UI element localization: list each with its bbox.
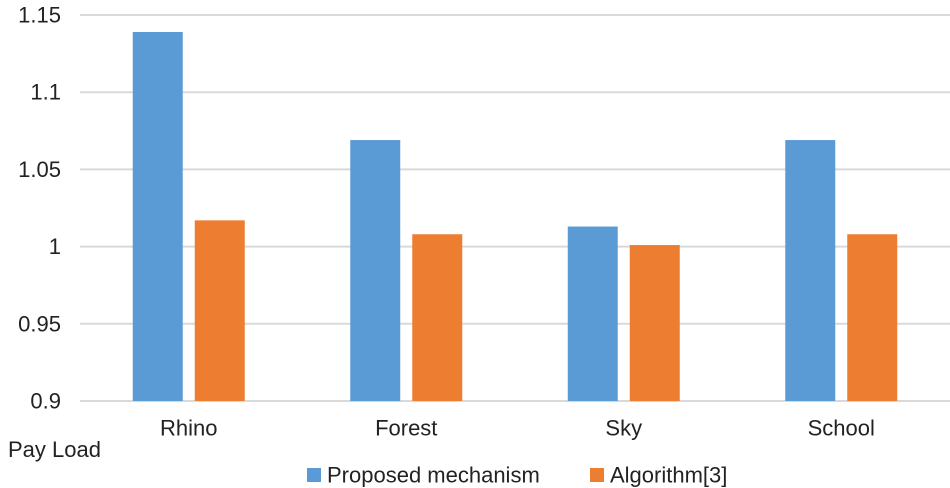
bar-rhino-series-1 [132,31,183,401]
bar-forest-series-2 [412,234,463,401]
y-tick-label: 1.05 [18,157,61,182]
bar-sky-series-2 [629,245,680,401]
x-category-label: Rhino [160,416,217,441]
bars [132,31,898,401]
x-axis-title: Pay Load [8,437,101,462]
legend-swatch [590,468,604,482]
bar-rhino-series-2 [194,220,245,401]
y-tick-label: 1.1 [30,80,61,105]
y-tick-label: 1.15 [18,3,61,28]
bar-school-series-2 [847,234,898,401]
y-tick-label: 1 [49,234,61,259]
y-tick-label: 0.95 [18,311,61,336]
x-category-label: School [808,416,875,441]
x-axis-category-labels: Rhino Forest Sky School [160,416,875,441]
bar-school-series-1 [785,140,836,401]
y-tick-label: 0.9 [30,389,61,414]
x-category-label: Sky [605,416,642,441]
legend: Proposed mechanism Algorithm[3] [307,463,727,488]
x-category-label: Forest [375,416,437,441]
legend-label: Proposed mechanism [327,463,540,488]
bar-forest-series-1 [350,140,401,401]
bar-sky-series-1 [567,226,618,401]
y-axis-tick-labels: 0.9 0.95 1 1.05 1.1 1.15 [18,3,61,414]
legend-swatch [307,468,321,482]
legend-label: Algorithm[3] [610,463,727,488]
